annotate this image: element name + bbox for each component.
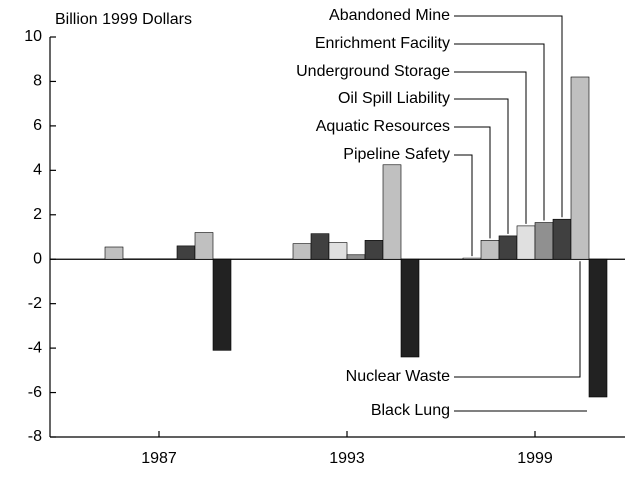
annotation: Enrichment Facility <box>315 35 450 52</box>
x-tick-label: 1993 <box>329 450 365 467</box>
y-tick-label: 6 <box>33 117 42 134</box>
annotation: Aquatic Resources <box>316 118 450 135</box>
leader-line <box>454 126 491 239</box>
annotation: Oil Spill Liability <box>338 90 450 107</box>
y-axis-label: Billion 1999 Dollars <box>55 11 192 28</box>
x-tick-label: 1987 <box>141 450 177 467</box>
y-tick-label: -8 <box>28 428 42 445</box>
annotation: Black Lung <box>371 402 450 419</box>
annotation: Underground Storage <box>296 63 450 80</box>
x-tick-label: 1999 <box>517 450 553 467</box>
bar <box>176 245 196 260</box>
annotation: Abandoned Mine <box>329 7 450 24</box>
bar <box>346 254 366 260</box>
bar <box>400 258 420 358</box>
y-tick-label: -2 <box>28 295 42 312</box>
y-tick-label: 10 <box>24 28 42 45</box>
y-tick-label: 4 <box>33 162 42 179</box>
annotation: Pipeline Safety <box>343 146 450 163</box>
bar <box>310 233 330 260</box>
leader-line <box>454 154 473 257</box>
bar <box>104 246 124 260</box>
bar <box>480 240 500 260</box>
bar <box>498 235 518 260</box>
bar <box>328 242 348 260</box>
y-tick-label: 8 <box>33 73 42 90</box>
leader-line <box>454 15 563 218</box>
y-tick-label: 2 <box>33 206 42 223</box>
leader-line <box>454 71 527 224</box>
bar <box>364 240 384 260</box>
leader-line <box>454 98 509 234</box>
bar <box>588 258 608 398</box>
bar <box>194 232 214 260</box>
bar <box>212 258 232 351</box>
bar <box>570 76 590 260</box>
leader-line <box>454 261 581 378</box>
y-tick-label: 0 <box>33 250 42 267</box>
bar <box>462 257 482 260</box>
bar <box>382 164 402 260</box>
y-tick-label: -6 <box>28 384 42 401</box>
annotation: Nuclear Waste <box>346 368 450 385</box>
y-tick-label: -4 <box>28 339 42 356</box>
bar <box>516 225 536 260</box>
bar <box>552 218 572 260</box>
leader-line <box>454 43 545 221</box>
bar <box>292 243 312 260</box>
bar <box>534 222 554 260</box>
